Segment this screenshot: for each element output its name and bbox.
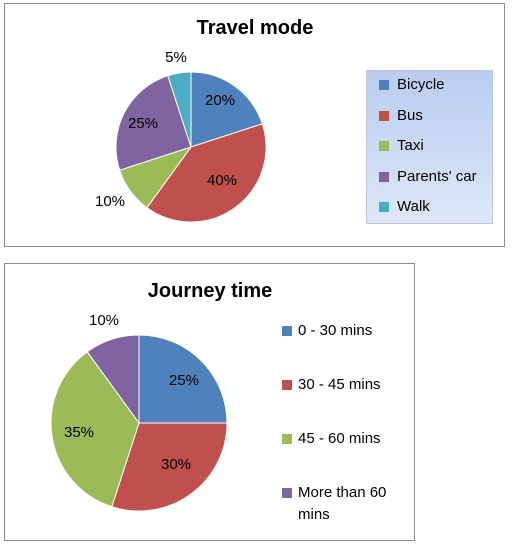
legend-label: 30 - 45 mins — [298, 376, 381, 393]
legend-swatch — [379, 171, 389, 182]
legend-label: More than 60 mins — [298, 484, 387, 523]
legend-label: 0 - 30 mins — [298, 322, 373, 339]
legend-swatch — [282, 380, 292, 390]
pie-slice-30-45-mins — [111, 422, 228, 512]
travel-mode-pie: 20% 40% 10% 25% 5% — [95, 49, 267, 223]
legend-swatch — [282, 434, 292, 444]
data-label-parents-car: 25% — [128, 115, 158, 132]
legend-swatch — [379, 141, 389, 151]
legend-swatch — [379, 110, 389, 121]
pie-slice-bicycle — [190, 71, 263, 148]
legend-label: 45 - 60 mins — [298, 430, 381, 447]
travel-mode-chart: Travel mode 20% 40% 10% 25% 5% Bicycle Bus Tax… — [4, 3, 505, 247]
legend-item-45-60-mins: 45 - 60 mins — [275, 428, 415, 482]
journey-time-pie: 25% 30% 35% 10% — [50, 312, 228, 512]
legend-label: Taxi — [397, 137, 424, 154]
legend-item-parents-car: Parents' car — [367, 168, 492, 199]
legend-item-more-than-60-mins: More than 60 mins — [275, 482, 415, 536]
legend-item-walk: Walk — [367, 198, 492, 229]
legend-swatch — [282, 488, 292, 498]
legend-item-bus: Bus — [367, 107, 492, 138]
data-label-more-than-60-mins: 10% — [89, 312, 119, 329]
legend-item-bicycle: Bicycle — [367, 76, 492, 107]
legend-label: Bicycle — [397, 76, 445, 93]
journey-time-chart: Journey time 25% 30% 35% 10% 0 - 30 mins 30 … — [4, 263, 415, 541]
data-label-bus: 40% — [207, 172, 237, 189]
data-label-30-45-mins: 30% — [161, 456, 191, 473]
pie-slice-45-60-mins — [50, 351, 140, 508]
pie-slice-parents-car — [115, 75, 192, 171]
legend-swatch — [282, 326, 292, 336]
legend-label: Parents' car — [397, 167, 477, 185]
data-label-bicycle: 20% — [205, 92, 235, 109]
legend-item-0-30-mins: 0 - 30 mins — [275, 320, 415, 374]
pie-slice-0-30-mins — [138, 334, 228, 424]
chart-title: Journey time — [147, 280, 273, 302]
data-label-taxi: 10% — [95, 193, 125, 210]
legend-label: Walk — [397, 198, 430, 215]
travel-mode-legend: Bicycle Bus Taxi Parents' car Walk — [366, 70, 493, 224]
journey-time-legend: 0 - 30 mins 30 - 45 mins 45 - 60 mins More … — [275, 320, 415, 536]
data-label-0-30-mins: 25% — [169, 372, 199, 389]
pie-slice-more-than-60-mins — [86, 334, 140, 425]
legend-item-taxi: Taxi — [367, 137, 492, 168]
legend-label: Bus — [397, 106, 423, 124]
chart-title: Travel mode — [196, 17, 314, 39]
legend-item-30-45-mins: 30 - 45 mins — [275, 374, 415, 428]
data-label-45-60-mins: 35% — [64, 424, 94, 441]
pie-slice-bus — [146, 123, 267, 223]
legend-swatch — [379, 80, 389, 90]
legend-swatch — [379, 202, 389, 212]
pie-slice-walk — [167, 71, 192, 148]
data-label-walk: 5% — [165, 49, 187, 66]
